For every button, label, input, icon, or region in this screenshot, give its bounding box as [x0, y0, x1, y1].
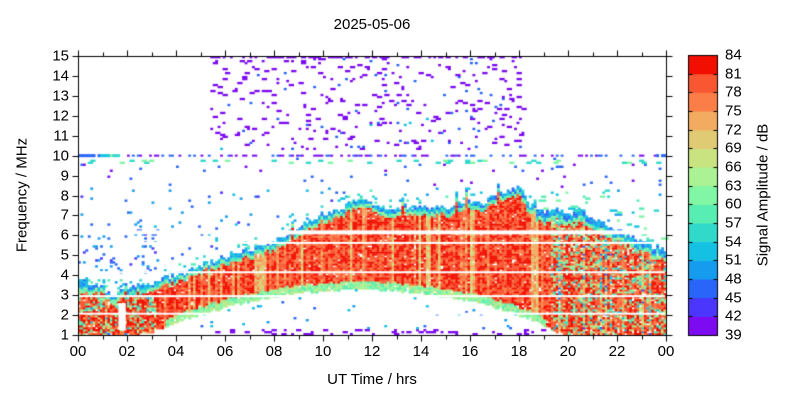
chart-title: 2025-05-06 — [333, 16, 411, 33]
colorbar-label: Signal Amplitude / dB — [754, 123, 772, 267]
colorbar-tick-label: 78 — [725, 83, 742, 101]
x-tick-label: 14 — [412, 343, 430, 360]
colorbar-tick-label: 66 — [725, 158, 742, 176]
colorbar-tick-label: 75 — [725, 102, 742, 120]
x-axis-label: UT Time / hrs — [327, 371, 417, 388]
x-tick-label: 12 — [363, 343, 381, 360]
y-tick-label: 9 — [60, 167, 69, 185]
y-tick-label: 7 — [60, 206, 69, 224]
y-tick-label: 13 — [52, 87, 69, 105]
x-tick-label: 16 — [461, 343, 479, 360]
x-tick-label: 00 — [657, 343, 675, 360]
colorbar-tick-label: 51 — [725, 251, 742, 269]
colorbar-tick-label: 54 — [725, 233, 742, 251]
y-tick-label: 5 — [60, 246, 69, 264]
y-tick-label: 8 — [60, 187, 69, 204]
x-tick-label: 18 — [510, 343, 528, 360]
x-tick-label: 22 — [608, 343, 626, 360]
y-tick-label: 14 — [52, 67, 69, 85]
colorbar-tick-label: 60 — [725, 195, 742, 213]
colorbar-tick-label: 48 — [725, 270, 742, 288]
y-tick-label: 10 — [52, 147, 69, 165]
x-tick-label: 20 — [559, 343, 577, 360]
y-axis-label: Frequency / MHz — [13, 137, 31, 253]
x-tick-label: 04 — [167, 343, 185, 360]
colorbar-tick-label: 39 — [725, 326, 742, 344]
colorbar-tick-label: 42 — [725, 307, 742, 325]
x-tick-label: 06 — [216, 343, 234, 360]
y-tick-label: 15 — [52, 47, 69, 65]
x-tick-label: 10 — [314, 343, 332, 360]
colorbar-tick-label: 81 — [725, 65, 742, 83]
colorbar-tick-label: 84 — [725, 46, 742, 64]
colorbar-tick-label: 63 — [725, 177, 742, 195]
y-tick-label: 2 — [60, 306, 69, 324]
colorbar-tick-label: 69 — [725, 139, 742, 157]
y-tick-label: 6 — [60, 226, 69, 244]
y-tick-label: 11 — [53, 127, 69, 145]
y-tick-label: 3 — [60, 286, 69, 304]
y-tick-label: 4 — [60, 266, 69, 284]
x-tick-label: 08 — [265, 343, 283, 360]
y-tick-label: 12 — [52, 107, 69, 125]
y-tick-label: 1 — [60, 326, 69, 344]
colorbar-tick-label: 45 — [725, 289, 742, 307]
x-tick-label: 02 — [118, 343, 136, 360]
colorbar-tick-label: 57 — [725, 214, 742, 232]
colorbar-tick-label: 72 — [725, 121, 742, 139]
x-tick-label: 00 — [69, 343, 87, 360]
